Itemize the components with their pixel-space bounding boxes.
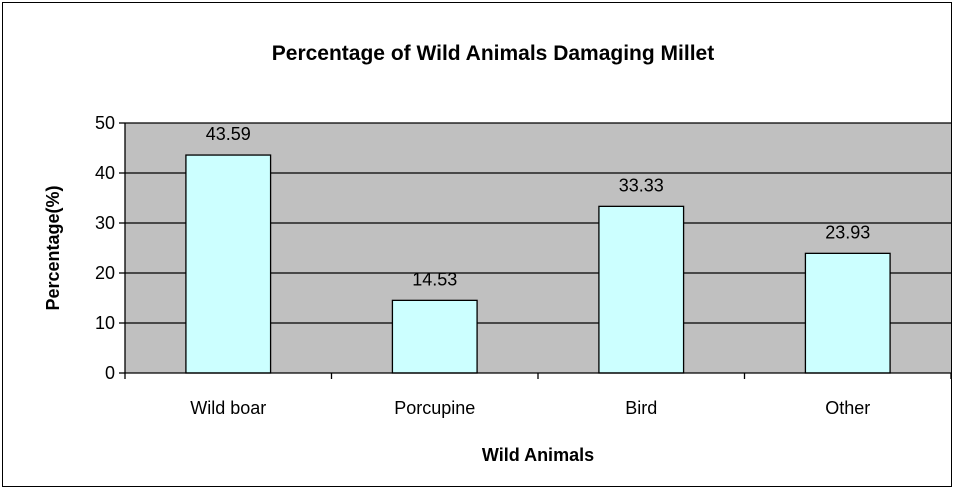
x-tick-label: Wild boar xyxy=(190,398,266,418)
bars xyxy=(185,154,891,374)
data-label: 33.33 xyxy=(619,175,664,195)
y-tick-label: 20 xyxy=(95,263,115,283)
bar xyxy=(804,252,891,374)
data-label: 43.59 xyxy=(206,124,251,144)
axes: 0 10 20 30 40 50 Wild boar Porcupine Bird Other xyxy=(95,113,952,418)
chart-title: Percentage of Wild Animals Damaging Mill… xyxy=(272,42,714,65)
x-axis-title: Wild Animals xyxy=(482,445,594,465)
y-tick-label: 10 xyxy=(95,313,115,333)
bar xyxy=(598,205,685,374)
y-tick-label: 40 xyxy=(95,163,115,183)
bar xyxy=(391,299,478,374)
y-tick-label: 50 xyxy=(95,113,115,133)
data-label: 23.93 xyxy=(825,222,870,242)
y-tick-label: 0 xyxy=(105,363,115,383)
y-axis-title: Percentage(%) xyxy=(43,185,63,310)
x-tick-label: Porcupine xyxy=(394,398,475,418)
y-tick-label: 30 xyxy=(95,213,115,233)
bar-chart: Percentage of Wild Animals Damaging Mill… xyxy=(43,42,952,465)
data-labels: 43.59 14.53 33.33 23.93 xyxy=(206,124,871,289)
bar xyxy=(185,154,272,374)
data-label: 14.53 xyxy=(412,269,457,289)
x-tick-label: Other xyxy=(825,398,870,418)
x-tick-label: Bird xyxy=(625,398,657,418)
